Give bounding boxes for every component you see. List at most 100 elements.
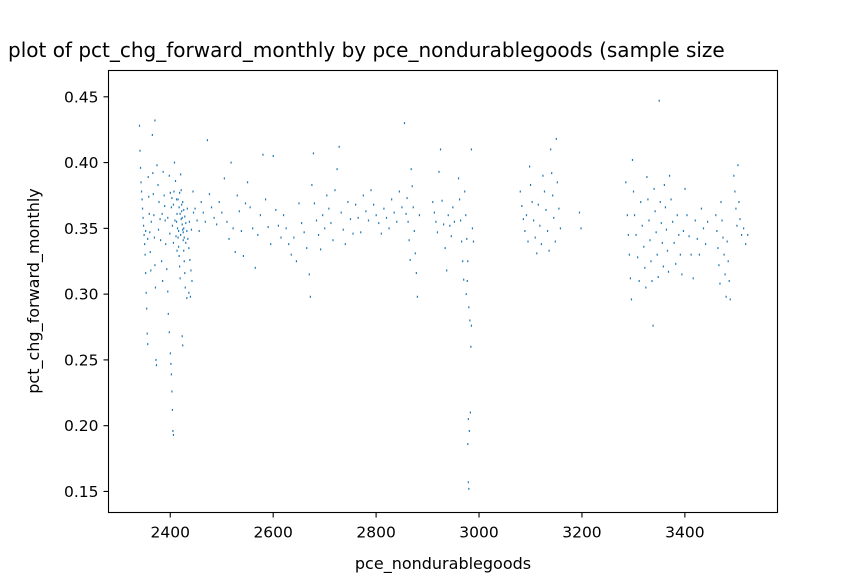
data-point-31 bbox=[155, 358, 157, 361]
data-point-48 bbox=[169, 352, 171, 355]
data-point-302 bbox=[650, 260, 652, 263]
data-point-76 bbox=[183, 249, 185, 252]
data-point-301 bbox=[649, 239, 651, 242]
data-point-203 bbox=[411, 185, 413, 188]
data-point-7 bbox=[142, 216, 144, 219]
data-point-140 bbox=[272, 155, 274, 158]
data-point-242 bbox=[467, 481, 469, 484]
data-point-383 bbox=[157, 228, 160, 231]
data-point-132 bbox=[252, 227, 254, 230]
data-point-280 bbox=[580, 227, 582, 230]
data-point-27 bbox=[153, 236, 155, 239]
data-point-32 bbox=[155, 364, 158, 367]
data-point-174 bbox=[347, 201, 349, 204]
data-point-335 bbox=[694, 219, 696, 222]
data-point-304 bbox=[652, 324, 654, 327]
data-point-97 bbox=[189, 258, 191, 261]
data-point-70 bbox=[180, 173, 182, 176]
data-point-185 bbox=[375, 214, 377, 217]
data-point-362 bbox=[738, 201, 740, 204]
data-point-380 bbox=[145, 229, 147, 232]
data-point-197 bbox=[405, 212, 407, 215]
data-point-243 bbox=[468, 487, 470, 490]
data-point-79 bbox=[184, 286, 186, 289]
data-point-251 bbox=[521, 204, 523, 207]
data-point-227 bbox=[460, 219, 462, 222]
data-point-210 bbox=[432, 201, 434, 204]
data-point-46 bbox=[167, 312, 169, 315]
data-point-92 bbox=[184, 215, 186, 218]
data-point-357 bbox=[733, 174, 735, 177]
data-point-120 bbox=[226, 220, 228, 223]
data-point-367 bbox=[747, 233, 749, 236]
data-point-320 bbox=[668, 174, 671, 177]
data-point-223 bbox=[452, 206, 454, 209]
data-point-317 bbox=[665, 228, 668, 231]
data-point-303 bbox=[651, 279, 653, 282]
data-point-72 bbox=[181, 203, 183, 206]
data-point-368 bbox=[172, 203, 175, 206]
data-point-116 bbox=[216, 223, 218, 226]
x-tick-label-2800: 2800 bbox=[356, 524, 395, 542]
data-point-378 bbox=[190, 228, 193, 231]
data-point-250 bbox=[519, 190, 521, 193]
data-point-249 bbox=[470, 324, 472, 327]
data-point-219 bbox=[446, 269, 448, 272]
data-point-137 bbox=[264, 198, 267, 201]
data-point-235 bbox=[468, 306, 470, 309]
data-point-388 bbox=[171, 197, 173, 200]
data-point-215 bbox=[439, 148, 442, 151]
data-point-171 bbox=[340, 211, 342, 214]
data-point-30 bbox=[154, 119, 156, 122]
data-point-312 bbox=[660, 222, 662, 225]
data-point-111 bbox=[204, 220, 206, 223]
data-point-41 bbox=[163, 194, 165, 197]
data-point-149 bbox=[295, 260, 298, 263]
data-point-165 bbox=[328, 207, 330, 210]
data-point-113 bbox=[208, 193, 211, 196]
data-point-228 bbox=[461, 240, 463, 243]
data-point-382 bbox=[150, 220, 152, 223]
data-point-71 bbox=[180, 189, 182, 192]
data-point-202 bbox=[410, 168, 412, 171]
y-axis-title: pct_chg_forward_monthly bbox=[24, 188, 44, 394]
y-tick-label-0.35: 0.35 bbox=[64, 220, 99, 238]
data-point-209 bbox=[418, 214, 421, 217]
data-point-184 bbox=[373, 203, 375, 206]
data-point-361 bbox=[737, 164, 739, 167]
data-point-341 bbox=[707, 220, 709, 223]
data-point-359 bbox=[735, 207, 737, 210]
data-point-138 bbox=[267, 226, 269, 229]
y-axis-ticks: 0.15 0.20 0.25 0.30 0.35 0.40 0.45 bbox=[64, 88, 109, 501]
data-point-296 bbox=[644, 266, 646, 269]
data-point-259 bbox=[533, 219, 535, 222]
data-point-12 bbox=[145, 272, 147, 275]
data-point-339 bbox=[702, 227, 705, 230]
data-point-289 bbox=[633, 214, 636, 217]
data-point-288 bbox=[632, 190, 635, 193]
data-point-15 bbox=[146, 332, 148, 335]
data-point-89 bbox=[180, 233, 182, 236]
data-point-162 bbox=[322, 214, 324, 217]
data-point-2 bbox=[139, 166, 142, 169]
data-point-20 bbox=[149, 231, 151, 234]
data-point-237 bbox=[470, 345, 472, 348]
data-point-84 bbox=[181, 223, 183, 226]
data-point-45 bbox=[167, 290, 169, 293]
data-point-69 bbox=[179, 277, 181, 280]
data-point-239 bbox=[468, 429, 470, 432]
data-point-306 bbox=[654, 210, 656, 213]
data-point-325 bbox=[676, 214, 678, 217]
data-point-248 bbox=[472, 240, 475, 243]
x-tick-label-2600: 2600 bbox=[253, 524, 292, 542]
data-point-135 bbox=[259, 214, 262, 217]
data-point-4 bbox=[140, 190, 143, 193]
data-point-55 bbox=[168, 174, 170, 177]
data-point-142 bbox=[277, 224, 280, 227]
data-point-282 bbox=[626, 214, 628, 217]
data-point-96 bbox=[188, 247, 190, 250]
data-point-129 bbox=[244, 202, 247, 205]
data-point-295 bbox=[643, 245, 645, 248]
data-point-153 bbox=[306, 247, 308, 250]
data-point-180 bbox=[362, 194, 364, 197]
